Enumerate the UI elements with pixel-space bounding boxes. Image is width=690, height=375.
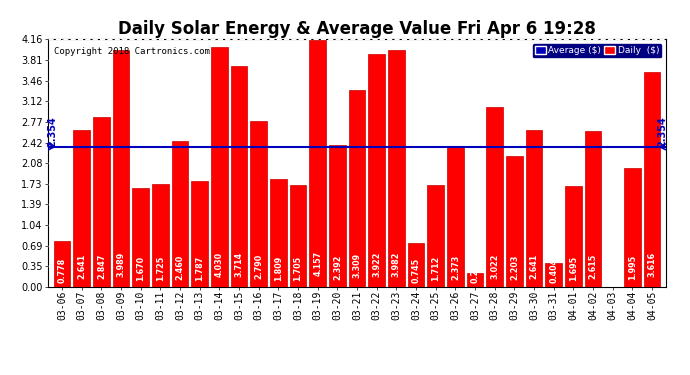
Title: Daily Solar Energy & Average Value Fri Apr 6 19:28: Daily Solar Energy & Average Value Fri A…: [118, 20, 596, 38]
Text: 0.778: 0.778: [57, 257, 66, 282]
Bar: [427, 185, 444, 287]
Bar: [368, 54, 385, 287]
Text: 0.000: 0.000: [609, 261, 618, 286]
Text: 2.354: 2.354: [47, 116, 57, 147]
Bar: [191, 180, 208, 287]
Text: 3.309: 3.309: [353, 253, 362, 278]
Bar: [545, 263, 562, 287]
Text: 3.616: 3.616: [648, 252, 657, 278]
Text: Copyright 2018 Cartronics.com: Copyright 2018 Cartronics.com: [55, 47, 210, 56]
Bar: [624, 168, 641, 287]
Text: 3.922: 3.922: [372, 252, 382, 277]
Text: 2.373: 2.373: [451, 254, 460, 280]
Text: 1.725: 1.725: [156, 256, 165, 281]
Text: 0.745: 0.745: [411, 258, 421, 283]
Bar: [230, 66, 248, 287]
Text: 1.695: 1.695: [569, 256, 578, 281]
Text: 3.022: 3.022: [491, 253, 500, 279]
Bar: [152, 184, 169, 287]
Text: 0.238: 0.238: [471, 258, 480, 284]
Text: 2.641: 2.641: [530, 254, 539, 279]
Bar: [447, 146, 464, 287]
Bar: [73, 130, 90, 287]
Text: 2.392: 2.392: [333, 254, 342, 280]
Bar: [466, 273, 484, 287]
Text: 4.157: 4.157: [313, 251, 322, 276]
Bar: [211, 47, 228, 287]
Text: 1.670: 1.670: [136, 256, 145, 281]
Bar: [250, 121, 267, 287]
Bar: [93, 117, 110, 287]
Bar: [132, 188, 149, 287]
Bar: [644, 72, 660, 287]
Text: 2.203: 2.203: [510, 255, 519, 280]
Text: 1.809: 1.809: [274, 255, 283, 280]
Bar: [329, 145, 346, 287]
Legend: Average ($), Daily  ($): Average ($), Daily ($): [533, 44, 661, 57]
Text: 3.714: 3.714: [235, 252, 244, 277]
Bar: [584, 131, 602, 287]
Bar: [112, 50, 130, 287]
Text: 2.641: 2.641: [77, 254, 86, 279]
Bar: [526, 130, 542, 287]
Text: 1.995: 1.995: [628, 255, 637, 280]
Text: 4.030: 4.030: [215, 252, 224, 277]
Bar: [348, 90, 366, 287]
Bar: [388, 50, 405, 287]
Text: 3.982: 3.982: [392, 251, 401, 277]
Text: 1.787: 1.787: [195, 255, 204, 281]
Text: 2.354: 2.354: [657, 116, 667, 147]
Bar: [172, 141, 188, 287]
Bar: [270, 179, 287, 287]
Bar: [506, 156, 523, 287]
Bar: [408, 243, 424, 287]
Bar: [565, 186, 582, 287]
Text: 2.790: 2.790: [254, 254, 264, 279]
Text: 1.705: 1.705: [293, 256, 303, 281]
Bar: [290, 185, 306, 287]
Bar: [486, 107, 503, 287]
Text: 1.712: 1.712: [431, 256, 440, 281]
Text: 2.460: 2.460: [175, 254, 184, 279]
Text: 3.989: 3.989: [117, 252, 126, 277]
Bar: [309, 39, 326, 287]
Text: 2.847: 2.847: [97, 254, 106, 279]
Text: 0.404: 0.404: [549, 258, 558, 283]
Text: 2.615: 2.615: [589, 254, 598, 279]
Bar: [54, 241, 70, 287]
